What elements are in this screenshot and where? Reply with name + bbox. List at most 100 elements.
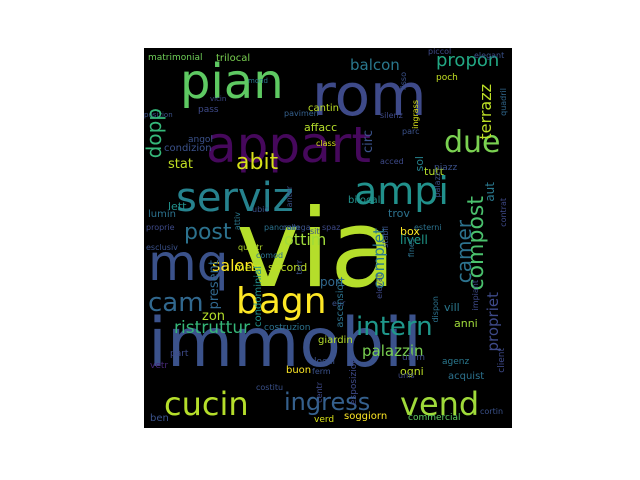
word: ampi [354,169,449,213]
word: ascension [335,278,346,328]
word: zon [202,309,226,324]
word: dispon [431,296,440,323]
word: circ [361,130,376,153]
word: via [236,187,397,312]
word: fines [407,238,416,258]
word: matrimonial [148,53,203,63]
word: centr [315,382,324,403]
word: silenz [380,111,403,120]
word: elevat [375,274,384,299]
word: ottim [284,230,327,249]
word: costruzion [264,323,311,333]
word: appart [206,116,371,174]
word: intern [356,312,433,342]
word: cucin [164,385,249,423]
word: due [444,125,501,160]
word: costitu [256,383,284,392]
word: stabil [381,226,390,248]
word: proprie [146,223,175,232]
word: poch [436,73,458,83]
word: pavimen [284,109,319,118]
word: immobil [148,304,422,383]
word: local [314,357,335,367]
word: acced [380,157,404,166]
word: terr [295,260,304,275]
word: rom [312,61,427,129]
word: post [184,220,232,245]
word: collega [282,223,311,232]
word: contrat [499,198,508,227]
word: aut [483,182,497,202]
word: dopp [144,108,166,159]
word: box [400,225,420,238]
word: impiant [471,280,480,311]
word: posizion [144,111,173,119]
word: terrazz [476,84,495,140]
word: comod [256,251,284,260]
word: vend [400,385,480,423]
word-cloud: appart via immobil rom pian mq serviz am… [144,48,512,428]
word: esclusiv [146,243,178,252]
word: bagn [236,281,327,322]
word: quattr [238,243,263,252]
word: commercial [408,413,461,423]
word: verd [314,415,335,425]
word: pass [198,105,219,115]
word: vicin [210,95,227,103]
word: esposizion [349,358,359,406]
word: esterni [414,223,442,232]
word: elegant [474,51,505,60]
word: ingress [284,388,371,416]
word: client [497,348,507,373]
word: palazzin [362,342,424,360]
word: ferm [312,367,331,376]
word: abit [236,150,279,175]
word: piccol [428,48,452,56]
word: trov [388,207,410,220]
word: lett [168,200,187,213]
word: serviz [176,175,294,221]
word: balcon [350,56,400,74]
word: attiv [233,212,242,231]
word: part [170,349,189,359]
word: present [207,260,222,310]
word: second [268,261,308,274]
word: eur [332,299,346,308]
word: angol [188,135,213,145]
word: sol [413,156,426,172]
word: bilocal [348,195,381,206]
word: palazz [433,172,442,198]
word: stat [168,157,193,172]
word: pian [180,54,284,110]
word: unis [398,371,415,380]
word: affacc [304,121,338,134]
word: fisso [399,72,408,91]
word: port [320,275,345,289]
word: ristruttur [174,318,251,338]
word: ubic [252,205,269,214]
word: quadril [499,88,508,116]
word: mq [148,234,229,292]
word: sit [310,227,320,236]
word: acquist [448,371,485,382]
word: salon [212,256,255,275]
word: condominial [253,266,264,327]
word: agenz [442,357,470,367]
word: cam [148,288,204,318]
word: propon [436,50,500,71]
word: livell [400,233,428,247]
word: condizion [164,143,212,154]
word: class [316,139,336,148]
word: anni [454,317,478,330]
word: ogni [400,365,424,378]
word: trilocal [216,53,251,64]
word: piazz [434,163,458,173]
word: vetr [150,361,169,371]
word: cantin [308,103,340,114]
word: tutt [424,165,444,178]
word: cortin [480,407,504,416]
word: anter [285,186,294,208]
word: lumin [148,209,176,220]
word: spaz [322,223,341,232]
word: buon [286,365,312,376]
